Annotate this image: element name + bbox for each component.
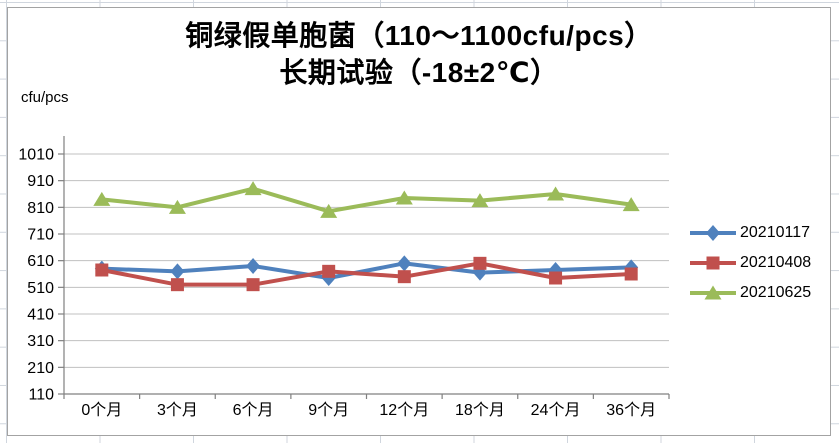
x-tick-label: 24个月 — [531, 401, 581, 419]
series-marker-square — [624, 267, 638, 281]
legend-item-20210408[interactable]: 20210408 — [690, 253, 811, 272]
plot-area: 1010 910 810 710 610 510 410 310 210 110 0个月 3个月 6个月… — [18, 136, 670, 419]
y-tick-label: 510 — [27, 280, 54, 297]
excel-chart-object[interactable]: 1010 910 810 710 610 510 410 310 210 110 0个月 3个月 6个月… — [7, 7, 831, 436]
series-marker-diamond — [706, 224, 720, 241]
y-tick-label: 1010 — [18, 147, 54, 164]
series-marker-square — [322, 264, 336, 278]
legend-label: 20210408 — [740, 253, 812, 271]
series-line-20210408 — [99, 261, 634, 287]
series-marker-square — [549, 271, 563, 285]
series-marker-diamond — [170, 263, 185, 280]
y-tick-label: 910 — [27, 173, 54, 190]
legend: 20210117 20210408 20210625 — [690, 223, 811, 302]
series-marker-triangle — [704, 285, 722, 299]
series-marker-triangle — [93, 191, 111, 206]
series-marker-triangle — [168, 199, 186, 214]
series-line-20210117 — [99, 261, 634, 280]
chart-title: 铜绿假单胞菌（110～1100cfu/pcs） 长期试验（-18±2℃） — [8, 17, 830, 91]
x-tick-label: 0个月 — [81, 401, 122, 419]
series-marker-diamond — [246, 258, 261, 274]
series-marker-triangle — [244, 181, 262, 196]
legend-marker-triangle-icon — [690, 285, 736, 299]
y-tick-label: 110 — [28, 387, 54, 404]
series-marker-triangle — [320, 203, 338, 218]
x-tick-label: 12个月 — [379, 401, 429, 419]
y-tick-label: 410 — [27, 307, 54, 324]
y-axis-unit-label: cfu/pcs — [21, 89, 69, 106]
x-tick-label: 18个月 — [455, 401, 505, 419]
series-marker-triangle — [547, 186, 565, 201]
series-marker-diamond — [397, 255, 412, 272]
series-line-20210625 — [99, 186, 634, 214]
x-tick-label: 36个月 — [606, 401, 656, 419]
y-tick-label: 210 — [27, 360, 54, 377]
series-marker-square — [397, 270, 411, 284]
x-tick-label: 9个月 — [308, 401, 349, 419]
chart-title-line1: 铜绿假单胞菌（110～1100cfu/pcs） — [185, 20, 653, 51]
x-tick-label: 3个月 — [157, 401, 198, 419]
legend-label: 20210117 — [740, 223, 810, 241]
series-marker-square — [706, 256, 720, 269]
y-tick-label: 810 — [27, 200, 54, 217]
y-tick-label: 310 — [27, 333, 54, 350]
series-marker-square — [246, 278, 260, 292]
series-marker-triangle — [622, 197, 640, 212]
legend-item-20210117[interactable]: 20210117 — [690, 223, 811, 242]
legend-marker-square-icon — [690, 256, 736, 269]
chart-title-line2: 长期试验（-18±2℃） — [279, 57, 559, 88]
legend-marker-diamond-icon — [690, 224, 736, 241]
legend-label: 20210625 — [740, 283, 812, 301]
series-marker-triangle — [395, 190, 413, 205]
x-tick-label: 6个月 — [233, 401, 274, 419]
y-tick-label: 610 — [27, 253, 54, 270]
legend-item-20210625[interactable]: 20210625 — [690, 283, 811, 302]
series-marker-square — [170, 278, 184, 292]
series-marker-square — [473, 256, 487, 270]
series-marker-triangle — [471, 193, 489, 208]
series-marker-square — [95, 263, 109, 277]
y-tick-label: 710 — [27, 227, 54, 244]
